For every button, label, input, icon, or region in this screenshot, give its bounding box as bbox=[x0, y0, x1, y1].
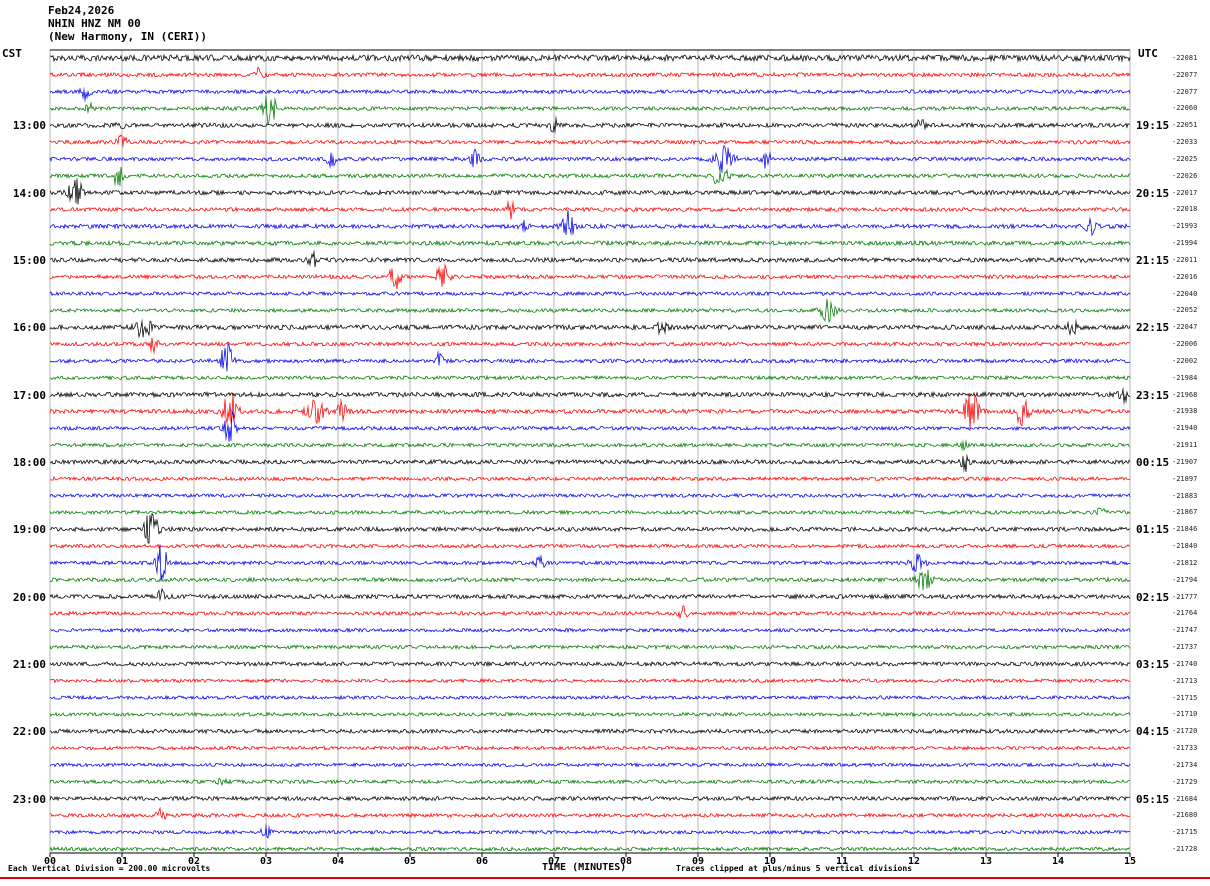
trace-offset-label: -21680 bbox=[1172, 811, 1198, 820]
trace-offset-label: -22077 bbox=[1172, 87, 1198, 96]
trace-offset-label: -21764 bbox=[1172, 609, 1198, 618]
trace-offset-label: -22060 bbox=[1172, 104, 1198, 113]
trace-offset-label: -22025 bbox=[1172, 154, 1198, 163]
vertical-division-note: Each Vertical Division = 200.00 microvol… bbox=[8, 864, 211, 873]
trace-offset-label: -21729 bbox=[1172, 777, 1198, 786]
left-hour-label: 23:00 bbox=[12, 792, 46, 806]
x-tick-label: 01 bbox=[115, 856, 129, 867]
trace-offset-label: -21715 bbox=[1172, 828, 1198, 837]
left-hour-label: 22:00 bbox=[12, 725, 46, 739]
left-hour-label: 19:00 bbox=[12, 523, 46, 537]
trace-offset-label: -21710 bbox=[1172, 710, 1198, 719]
trace-offset-label: -22018 bbox=[1172, 205, 1198, 214]
trace-offset-label: -21734 bbox=[1172, 760, 1198, 769]
trace-offset-label: -21897 bbox=[1172, 474, 1198, 483]
trace-offset-label: -21812 bbox=[1172, 558, 1198, 567]
trace-offset-label: -21737 bbox=[1172, 643, 1198, 652]
trace-offset-label: -22026 bbox=[1172, 171, 1198, 180]
right-hour-label: 02:15 bbox=[1136, 590, 1170, 604]
right-hour-label: 19:15 bbox=[1136, 119, 1170, 133]
trace-offset-label: -21740 bbox=[1172, 659, 1198, 668]
trace-offset-label: -21728 bbox=[1172, 845, 1198, 853]
left-timezone-label: CST bbox=[2, 47, 22, 60]
x-tick-label: 09 bbox=[691, 856, 705, 867]
left-hour-label: 16:00 bbox=[12, 321, 46, 335]
trace-offset-label: -21938 bbox=[1172, 407, 1198, 416]
trace-offset-label: -21720 bbox=[1172, 727, 1198, 736]
left-hour-label: 17:00 bbox=[12, 388, 46, 402]
x-tick-label: 11 bbox=[835, 856, 849, 867]
trace-offset-label: -22017 bbox=[1172, 188, 1198, 197]
right-hour-label: 04:15 bbox=[1136, 725, 1170, 739]
trace-offset-label: -21867 bbox=[1172, 508, 1198, 517]
x-tick-label: 02 bbox=[187, 856, 201, 867]
x-tick-label: 04 bbox=[331, 856, 345, 867]
trace-offset-label: -21994 bbox=[1172, 239, 1198, 248]
right-hour-label: 20:15 bbox=[1136, 186, 1170, 200]
right-hour-label: 22:15 bbox=[1136, 321, 1170, 335]
x-tick-label: 05 bbox=[403, 856, 417, 867]
x-tick-label: 15 bbox=[1123, 856, 1137, 867]
trace-offset-label: -21846 bbox=[1172, 525, 1198, 534]
trace-offset-label: -22081 bbox=[1172, 54, 1198, 62]
trace-offset-label: -21984 bbox=[1172, 373, 1198, 382]
trace-offset-label: -21907 bbox=[1172, 457, 1198, 466]
trace-offset-label: -22011 bbox=[1172, 255, 1198, 264]
trace-offset-label: -22077 bbox=[1172, 70, 1198, 79]
header-date: Feb24,2026 bbox=[48, 4, 115, 17]
x-tick-label: 06 bbox=[475, 856, 489, 867]
x-axis-title: TIME (MINUTES) bbox=[542, 862, 627, 873]
x-tick-label: 07 bbox=[547, 856, 561, 867]
trace-offset-label: -22033 bbox=[1172, 138, 1198, 147]
right-hour-label: 03:15 bbox=[1136, 657, 1170, 671]
header-station-location: (New Harmony, IN (CERI)) bbox=[48, 30, 207, 43]
trace-offset-label: -22047 bbox=[1172, 323, 1198, 332]
right-hour-label: 00:15 bbox=[1136, 455, 1170, 469]
clipping-note: Traces clipped at plus/minus 5 vertical … bbox=[676, 864, 913, 873]
trace-offset-label: -22052 bbox=[1172, 306, 1198, 315]
trace-offset-label: -21840 bbox=[1172, 542, 1198, 551]
header-station-code: NHIN HNZ NM 00 bbox=[48, 17, 141, 30]
trace-offset-label: -21684 bbox=[1172, 794, 1198, 803]
trace-offset-label: -21940 bbox=[1172, 424, 1198, 433]
x-tick-label: 14 bbox=[1051, 856, 1065, 867]
trace-offset-label: -22006 bbox=[1172, 340, 1198, 349]
trace-offset-label: -21911 bbox=[1172, 441, 1198, 450]
left-hour-label: 13:00 bbox=[12, 119, 46, 133]
trace-offset-label: -22051 bbox=[1172, 121, 1198, 130]
x-tick-label: 08 bbox=[619, 856, 633, 867]
trace-offset-label: -21747 bbox=[1172, 626, 1198, 635]
x-tick-label: 10 bbox=[763, 856, 777, 867]
trace-offset-label: -21777 bbox=[1172, 592, 1198, 601]
bottom-red-rule bbox=[0, 877, 1210, 879]
trace-offset-label: -21968 bbox=[1172, 390, 1198, 399]
x-tick-label: 03 bbox=[259, 856, 273, 867]
right-timezone-label: UTC bbox=[1138, 47, 1158, 60]
trace-offset-label: -22016 bbox=[1172, 272, 1198, 281]
right-hour-label: 21:15 bbox=[1136, 253, 1170, 267]
left-hour-label: 18:00 bbox=[12, 455, 46, 469]
trace-offset-label: -21794 bbox=[1172, 575, 1198, 584]
trace-offset-label: -22040 bbox=[1172, 289, 1198, 298]
left-hour-label: 20:00 bbox=[12, 590, 46, 604]
trace-offset-label: -21883 bbox=[1172, 491, 1198, 500]
left-hour-label: 21:00 bbox=[12, 657, 46, 671]
trace-offset-label: -21715 bbox=[1172, 693, 1198, 702]
right-hour-label: 01:15 bbox=[1136, 523, 1170, 537]
left-hour-label: 15:00 bbox=[12, 253, 46, 267]
right-hour-label: 23:15 bbox=[1136, 388, 1170, 402]
trace-offset-label: -21713 bbox=[1172, 676, 1198, 685]
left-hour-label: 14:00 bbox=[12, 186, 46, 200]
right-hour-label: 05:15 bbox=[1136, 792, 1170, 806]
x-tick-label: 12 bbox=[907, 856, 921, 867]
trace-offset-label: -21733 bbox=[1172, 744, 1198, 753]
trace-offset-label: -22002 bbox=[1172, 356, 1198, 365]
x-tick-label: 00 bbox=[43, 856, 57, 867]
trace-offset-label: -21993 bbox=[1172, 222, 1198, 231]
x-tick-label: 13 bbox=[979, 856, 993, 867]
